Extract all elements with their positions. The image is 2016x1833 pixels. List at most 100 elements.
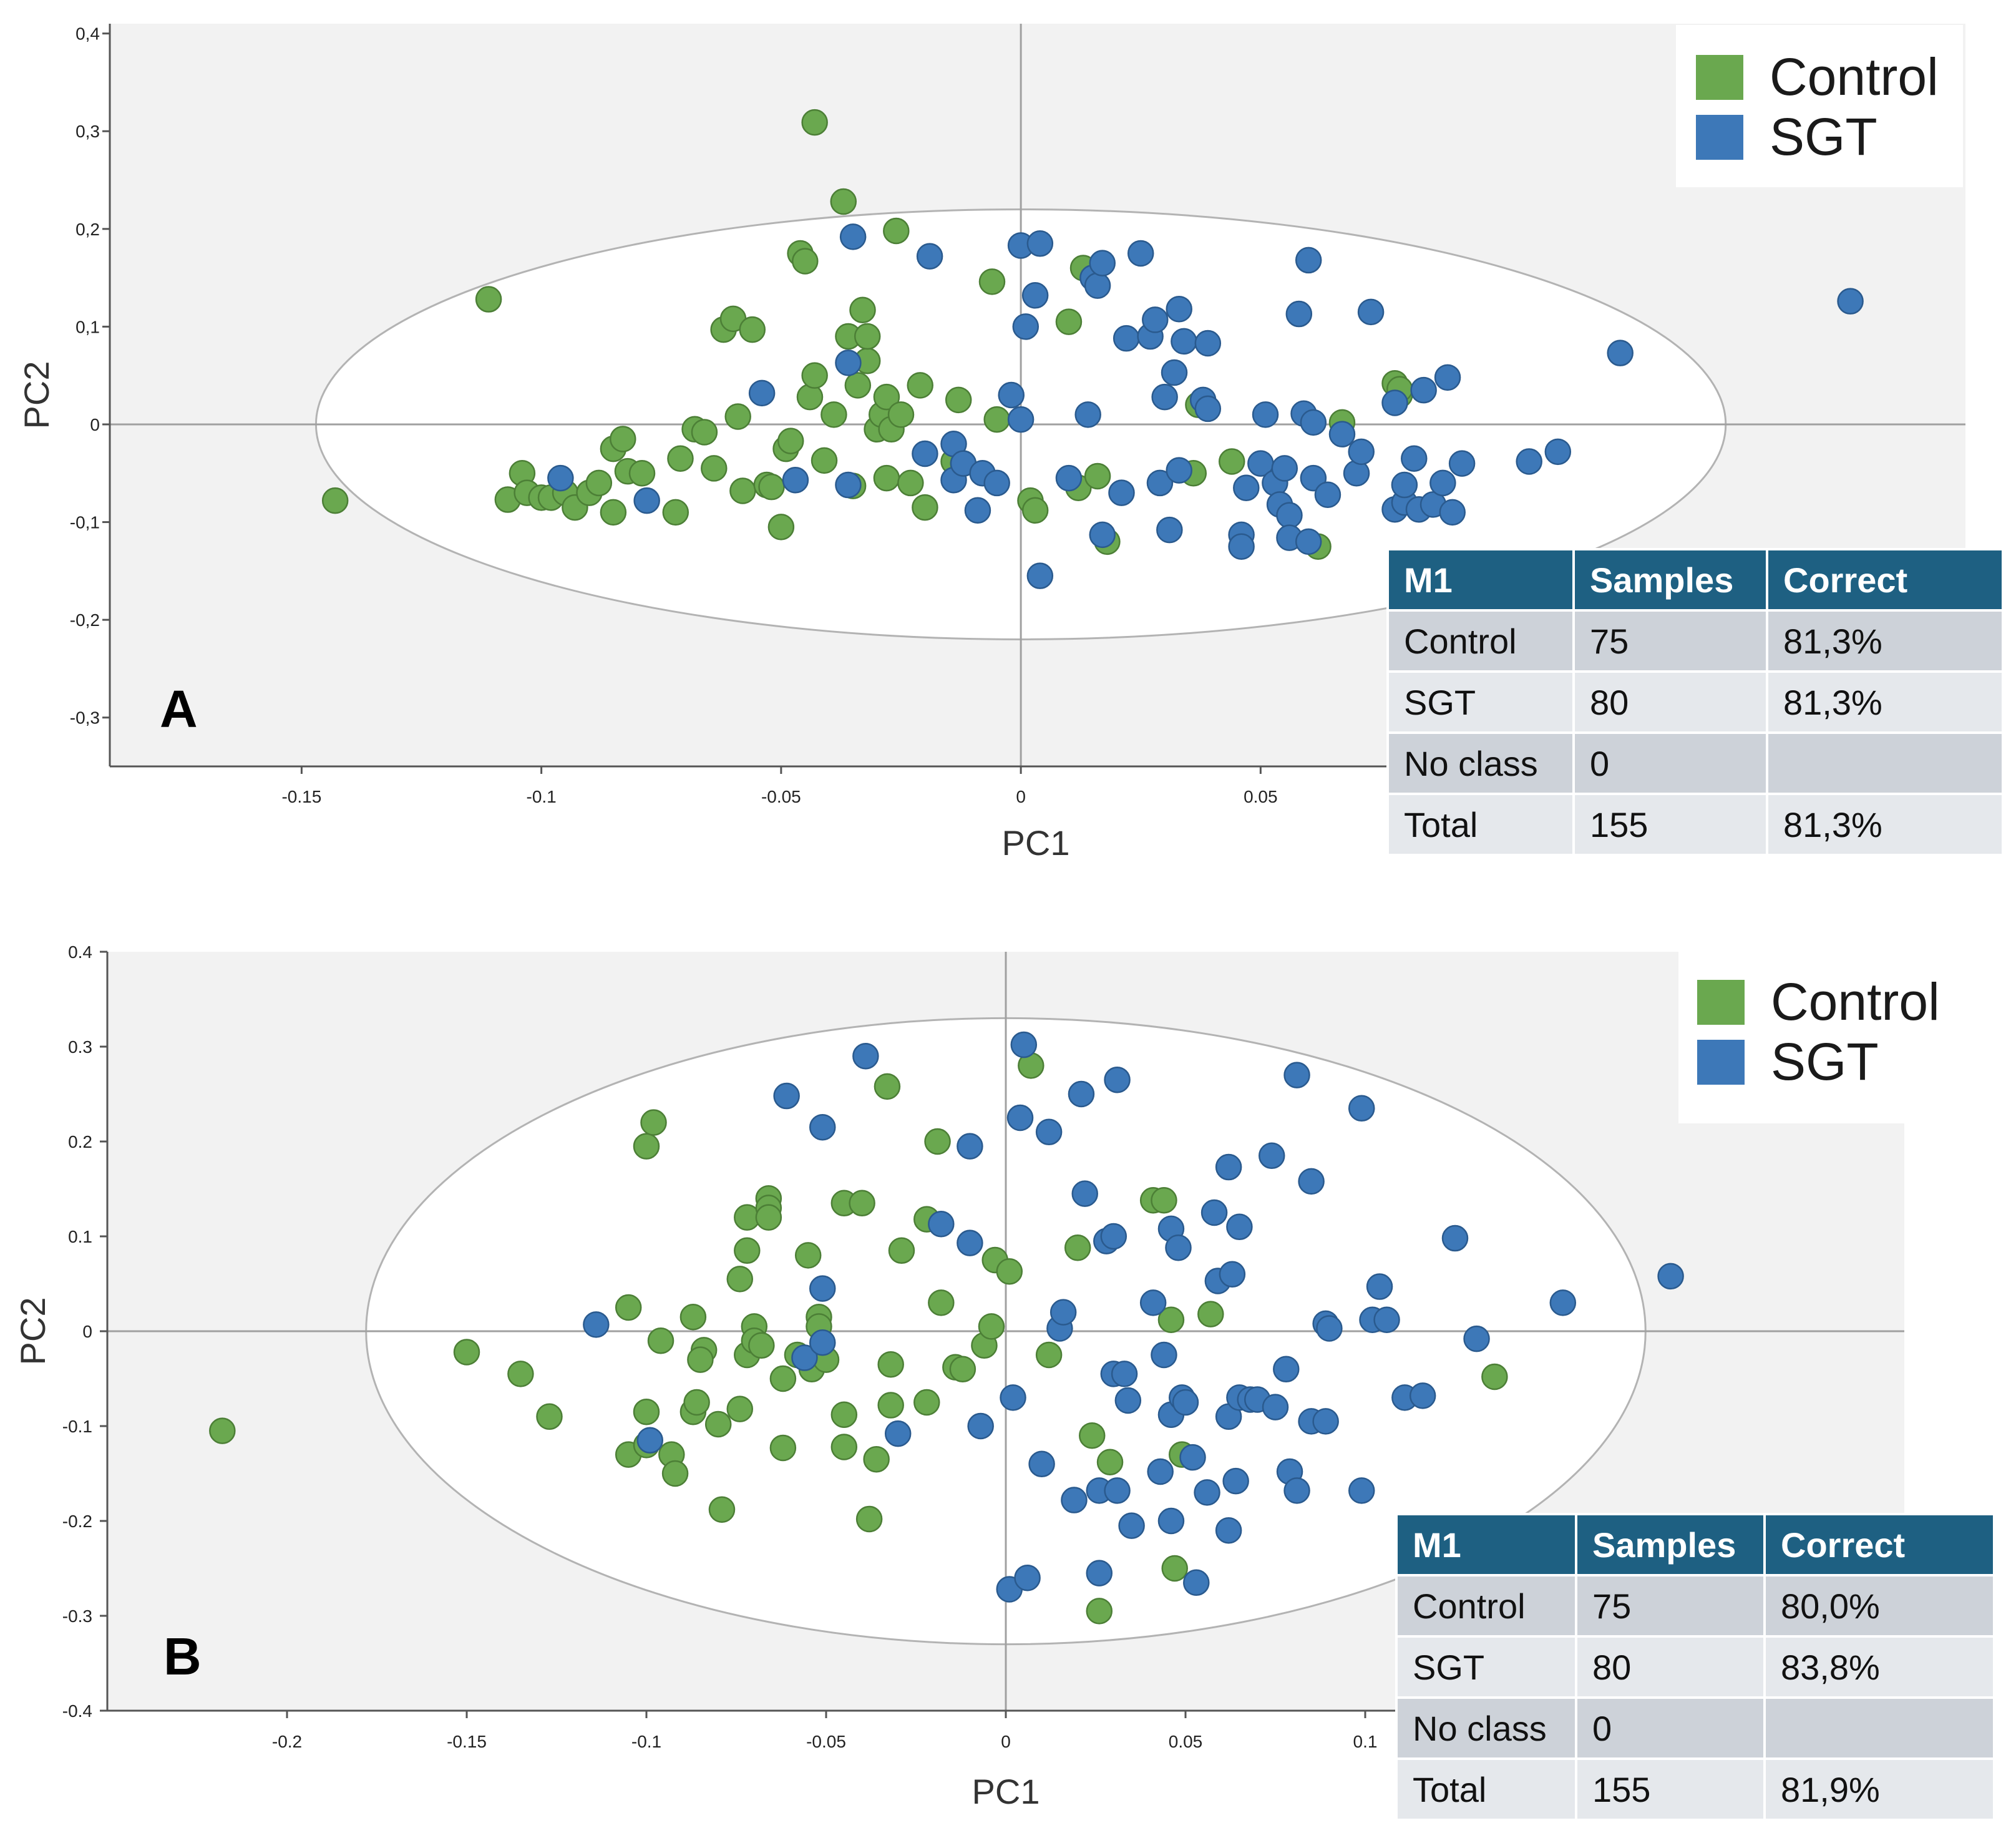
data-point-control — [849, 1190, 875, 1217]
data-point-control — [734, 1237, 761, 1264]
data-point-sgt — [1312, 1408, 1339, 1435]
data-point-sgt — [547, 464, 574, 492]
data-point-sgt — [1071, 1180, 1098, 1207]
data-point-sgt — [1074, 401, 1101, 428]
data-point-control — [633, 1133, 660, 1160]
data-point-sgt — [884, 1420, 912, 1447]
data-point-sgt — [1283, 1477, 1310, 1504]
data-point-sgt — [1139, 1289, 1167, 1316]
y-tick-label: 0.3 — [68, 1037, 92, 1057]
data-point-control — [1086, 1598, 1113, 1625]
data-point-control — [683, 1389, 710, 1416]
data-point-control — [897, 469, 924, 497]
data-point-sgt — [1026, 562, 1054, 589]
data-point-sgt — [1127, 240, 1154, 267]
data-point-sgt — [1161, 359, 1188, 386]
data-point-control — [1151, 1186, 1177, 1214]
data-point-control — [1157, 1306, 1185, 1334]
data-point-control — [978, 268, 1006, 295]
classification-table-b: M1 Samples Correct Control 75 80,0% SGT … — [1395, 1513, 1995, 1821]
data-point-sgt — [1200, 1199, 1228, 1226]
data-point-sgt — [928, 1210, 955, 1238]
data-point-sgt — [791, 1344, 818, 1371]
data-point-sgt — [964, 497, 991, 524]
data-point-sgt — [1657, 1263, 1684, 1290]
data-point-sgt — [912, 440, 938, 467]
data-point-sgt — [1357, 298, 1385, 326]
series-control — [209, 1052, 1508, 1625]
data-point-sgt — [983, 469, 1010, 497]
series-sgt — [547, 223, 1864, 589]
table-row: Control 75 80,0% — [1395, 1574, 1995, 1638]
data-point-sgt — [809, 1275, 836, 1302]
data-point-sgt — [1100, 1223, 1127, 1250]
data-point-sgt — [1006, 1104, 1034, 1132]
table-header-row: M1 Samples Correct — [1395, 1513, 1995, 1576]
table-cell: No class — [1386, 731, 1575, 795]
data-point-sgt — [1089, 521, 1116, 549]
table-row: SGT 80 81,3% — [1386, 670, 2004, 734]
table-cell: Control — [1386, 609, 1575, 673]
data-point-control — [1055, 308, 1083, 335]
data-point-control — [874, 1073, 901, 1100]
data-point-sgt — [1113, 325, 1140, 352]
legend-swatch-control — [1696, 55, 1743, 100]
data-point-sgt — [957, 1133, 983, 1160]
y-tick-label: -0.1 — [62, 1417, 92, 1436]
data-point-control — [777, 428, 804, 454]
data-point-control — [661, 1460, 689, 1487]
data-point-sgt — [1021, 282, 1049, 309]
table-row: No class 0 — [1395, 1696, 1995, 1760]
data-point-control — [801, 362, 828, 389]
table-row: Control 75 81,3% — [1386, 609, 2004, 673]
data-point-control — [633, 1398, 660, 1425]
data-point-sgt — [1156, 516, 1183, 544]
data-point-control — [945, 386, 972, 414]
data-point-sgt — [1516, 448, 1542, 475]
table-cell: 81,3% — [1766, 793, 2004, 856]
data-point-sgt — [1348, 438, 1375, 466]
data-point-sgt — [1194, 395, 1222, 423]
data-point-control — [877, 1351, 904, 1378]
y-tick-label: 0.1 — [68, 1227, 92, 1246]
panel-letter: B — [163, 1627, 202, 1686]
data-point-sgt — [1343, 460, 1370, 487]
data-point-control — [873, 383, 900, 411]
data-point-control — [585, 469, 613, 497]
data-point-control — [983, 406, 1010, 433]
table-cell: 75 — [1572, 609, 1768, 673]
data-point-sgt — [809, 1329, 836, 1356]
data-point-sgt — [1084, 272, 1111, 299]
x-tick-label: -0.2 — [272, 1732, 302, 1751]
table-cell: 80,0% — [1763, 1574, 1995, 1638]
data-point-control — [849, 296, 876, 324]
data-point-control — [830, 188, 857, 215]
y-tick-label: 0,2 — [75, 220, 100, 239]
table-cell: 0 — [1575, 1696, 1766, 1760]
data-point-sgt — [1000, 1384, 1026, 1411]
x-tick-label: -0.05 — [761, 787, 801, 806]
data-point-sgt — [1104, 1066, 1131, 1093]
data-point-sgt — [1285, 300, 1313, 328]
data-point-control — [453, 1339, 480, 1366]
data-point-sgt — [1271, 455, 1298, 482]
legend-label: Control — [1771, 972, 1940, 1031]
data-point-sgt — [835, 349, 862, 376]
panel-a: 0,4 0,3 0,2 0,1 0 -0,1 -0,2 -0,3 -0.15 -0.1 -0.05 0… — [0, 0, 2016, 886]
legend-swatch-sgt — [1697, 1040, 1745, 1085]
table-cell: Control — [1395, 1574, 1577, 1638]
table-cell — [1763, 1696, 1995, 1760]
data-point-control — [821, 401, 847, 428]
data-point-control — [1064, 1234, 1091, 1261]
data-point-control — [801, 109, 828, 136]
data-point-control — [863, 1445, 890, 1473]
data-point-control — [854, 323, 881, 350]
x-tick-label: 0.1 — [1353, 1732, 1378, 1751]
data-point-control — [1197, 1301, 1224, 1327]
table-cell: 80 — [1575, 1635, 1766, 1699]
data-point-sgt — [1151, 383, 1178, 411]
data-point-sgt — [1391, 471, 1418, 499]
x-tick-label: -0.15 — [447, 1732, 487, 1751]
data-point-control — [811, 447, 838, 474]
data-point-sgt — [1429, 469, 1456, 497]
